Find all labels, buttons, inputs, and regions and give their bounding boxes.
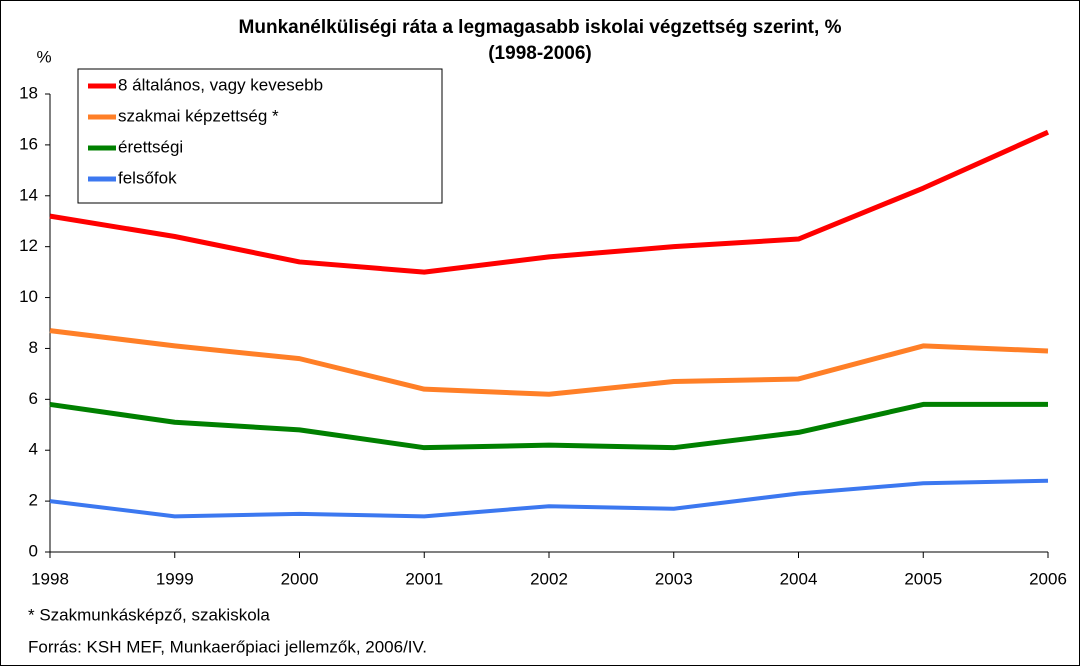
legend-label: felsőfok (118, 168, 177, 187)
legend-label: 8 általános, vagy kevesebb (118, 75, 323, 94)
series-line (49, 478, 1049, 519)
y-tick-label: 16 (19, 134, 38, 153)
y-tick-label: 14 (19, 185, 38, 204)
series-line (49, 328, 1049, 397)
x-tick-label: 2000 (281, 569, 319, 588)
y-tick-label: 8 (29, 338, 38, 357)
series-line (49, 129, 1050, 275)
x-tick-label: 1999 (156, 569, 194, 588)
source: Forrás: KSH MEF, Munkaerőpiaci jellemzők… (28, 637, 427, 656)
x-tick-label: 2001 (405, 569, 443, 588)
y-tick-label: 4 (29, 440, 38, 459)
legend-label: szakmai képzettség * (118, 106, 279, 125)
chart-subtitle: (1998-2006) (488, 43, 592, 64)
y-tick-label: 6 (29, 389, 38, 408)
x-tick-label: 1998 (31, 569, 69, 588)
series-line (49, 401, 1048, 451)
y-tick-label: 12 (19, 236, 38, 255)
legend-box (77, 68, 443, 204)
x-tick-label: 2006 (1029, 569, 1067, 588)
y-axis-label: % (36, 47, 51, 66)
y-tick-label: 0 (29, 541, 38, 560)
x-tick-label: 2005 (904, 569, 942, 588)
y-tick-label: 18 (19, 83, 38, 102)
x-tick-label: 2003 (655, 569, 693, 588)
chart-title: Munkanélküliségi ráta a legmagasabb isko… (239, 17, 842, 38)
footnote: * Szakmunkásképző, szakiskola (28, 605, 270, 624)
y-tick-label: 10 (19, 287, 38, 306)
legend-label: érettségi (118, 137, 183, 156)
x-tick-label: 2002 (530, 569, 568, 588)
x-tick-label: 2004 (780, 569, 818, 588)
y-tick-label: 2 (29, 491, 38, 510)
